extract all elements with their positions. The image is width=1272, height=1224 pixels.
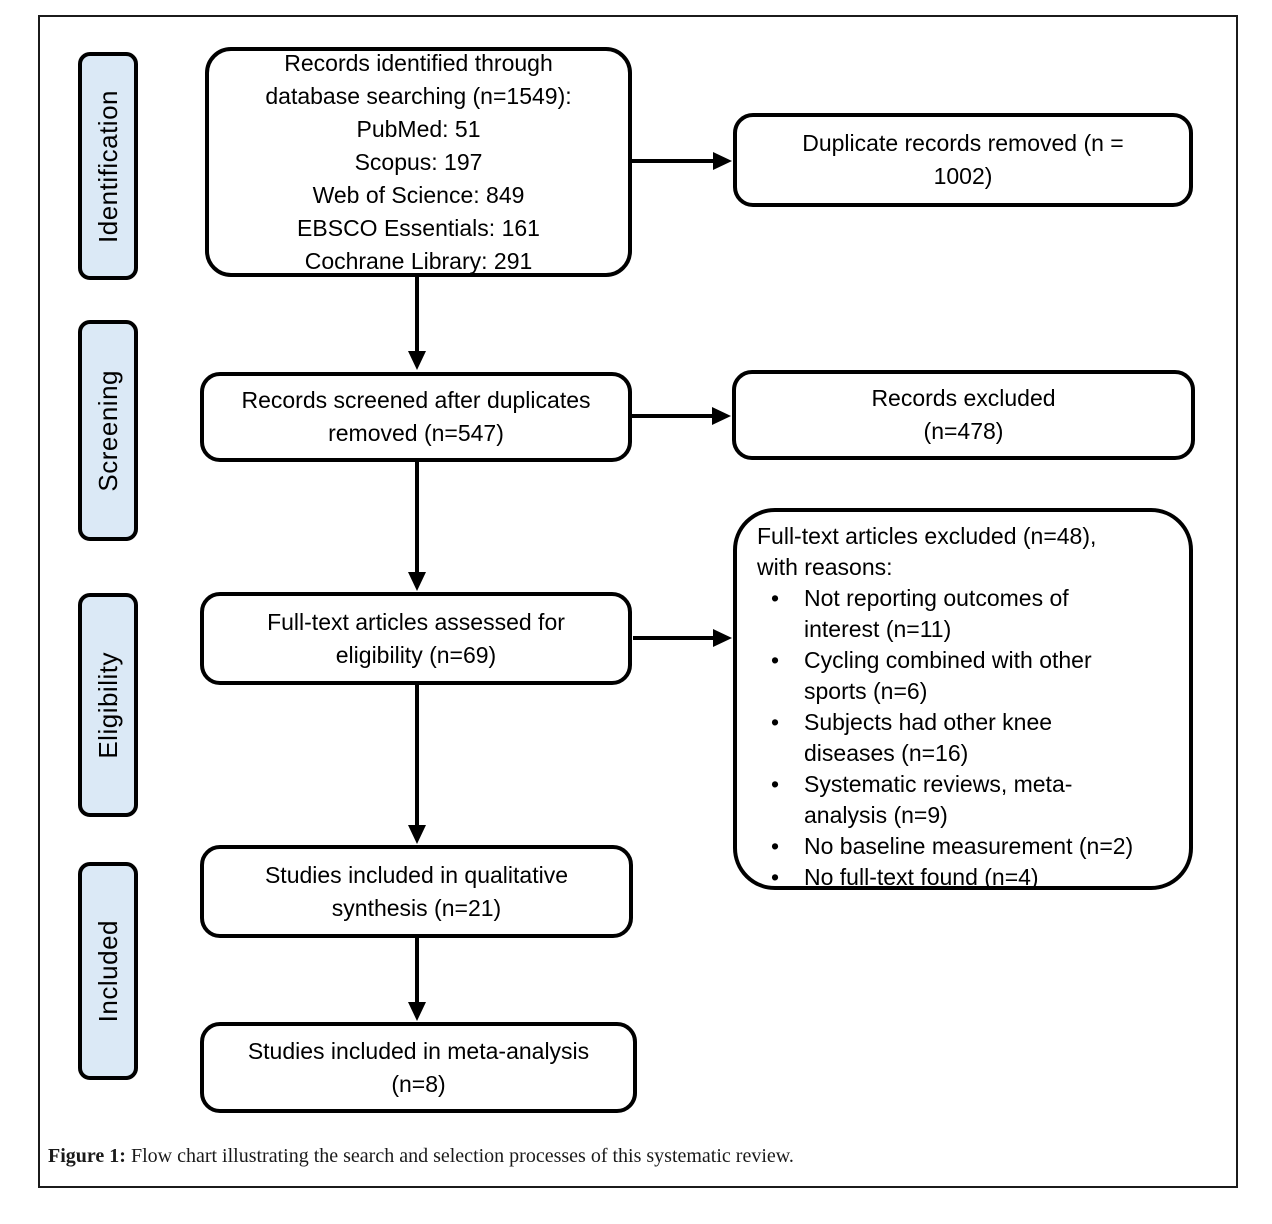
box-records-excluded: Records excluded (n=478) (732, 370, 1195, 460)
figure-caption-text: Flow chart illustrating the search and s… (125, 1145, 794, 1167)
box-records-identified: Records identified through database sear… (205, 47, 632, 277)
stage-label-included-text: Included (92, 919, 123, 1023)
stage-label-screening-text: Screening (92, 369, 123, 492)
figure-caption-label: Figure 1: (48, 1145, 126, 1167)
stage-label-eligibility: Eligibility (78, 593, 138, 817)
figure-caption: Figure 1: Flow chart illustrating the se… (48, 1145, 1188, 1168)
exclusion-reason-item: No full-text found (n=4) (757, 862, 1175, 893)
box-fulltext-excluded: Full-text articles excluded (n=48), with… (733, 508, 1193, 893)
box-meta-analysis: Studies included in meta-analysis (n=8) (200, 1022, 637, 1113)
box-duplicates-removed: Duplicate records removed (n = 1002) (733, 113, 1193, 207)
exclusion-reason-item: Not reporting outcomes of interest (n=11… (757, 583, 1175, 645)
box-fulltext-assessed: Full-text articles assessed for eligibil… (200, 592, 632, 685)
box-records-screened: Records screened after duplicates remove… (200, 372, 632, 462)
stage-label-included: Included (78, 862, 138, 1080)
exclusion-reason-item: Systematic reviews, meta- analysis (n=9) (757, 769, 1175, 831)
exclusion-reason-item: No baseline measurement (n=2) (757, 831, 1175, 862)
exclusion-reason-item: Subjects had other knee diseases (n=16) (757, 707, 1175, 769)
box-qualitative-synthesis: Studies included in qualitative synthesi… (200, 845, 633, 938)
stage-label-identification: Identification (78, 52, 138, 280)
stage-label-screening: Screening (78, 320, 138, 541)
stage-label-eligibility-text: Eligibility (92, 651, 123, 759)
fulltext-excluded-reason-list: Not reporting outcomes of interest (n=11… (757, 583, 1175, 893)
exclusion-reason-item: Cycling combined with other sports (n=6) (757, 645, 1175, 707)
stage-label-identification-text: Identification (92, 89, 123, 243)
fulltext-excluded-header: Full-text articles excluded (n=48), with… (757, 523, 1097, 580)
